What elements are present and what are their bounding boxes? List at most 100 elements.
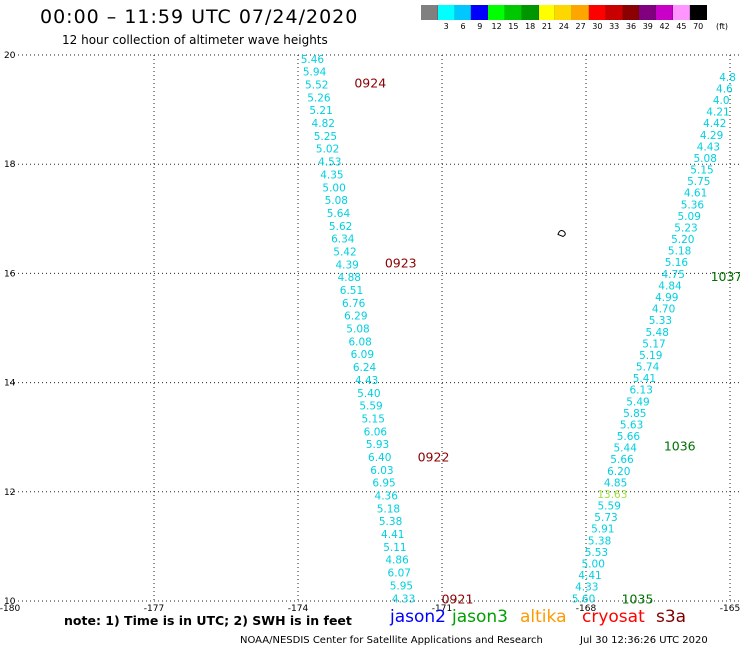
swh-value-label: 5.64 (327, 208, 351, 220)
lat-tick-label: 12 (4, 488, 15, 498)
color-swatch-label: 45 (676, 22, 687, 31)
swh-value-label: 5.15 (690, 165, 713, 177)
swh-value-label: 6.13 (630, 385, 653, 397)
lat-tick-label: 20 (4, 51, 16, 61)
lon-tick-label: -174 (288, 604, 309, 614)
swh-value-label: 4.99 (655, 292, 678, 304)
color-swatch (622, 5, 640, 20)
color-scale-legend (421, 5, 707, 20)
satellite-legend-altika: altika (520, 607, 567, 627)
color-swatch (471, 5, 489, 20)
swh-value-label: 6.06 (364, 426, 388, 438)
swh-value-label: 5.00 (322, 182, 345, 194)
swh-value-label: 5.42 (333, 246, 356, 258)
color-swatch-label: 6 (460, 22, 466, 31)
lat-tick-label: 18 (4, 160, 16, 170)
swh-value-label: 5.75 (687, 176, 710, 188)
color-swatch-label: 27 (575, 22, 586, 31)
swh-value-label: 4.88 (338, 272, 361, 284)
swh-value-label: 5.38 (588, 535, 611, 547)
swh-value-label: 5.66 (610, 454, 634, 466)
swh-value-label: 4.39 (335, 259, 358, 271)
satellite-legend-s3a: s3a (656, 607, 687, 627)
swh-value-label: 5.08 (325, 195, 348, 207)
swh-value-label: 4.33 (575, 582, 598, 594)
pass-time-label: 0921 (442, 591, 474, 606)
swh-value-label: 4.29 (700, 130, 723, 142)
swh-value-label: 5.91 (591, 524, 614, 536)
lon-tick-label: -180 (0, 604, 20, 614)
color-swatch (538, 5, 556, 20)
swh-value-label: 5.59 (359, 401, 382, 413)
color-swatch-label: 33 (609, 22, 620, 31)
swh-value-label: 6.09 (351, 349, 374, 361)
swh-value-label: 4.43 (697, 141, 720, 153)
swh-value-label: 6.24 (353, 362, 377, 374)
swh-value-label: 4.85 (604, 477, 627, 489)
pass-time-label: 1036 (664, 438, 696, 453)
swh-value-label: 5.46 (301, 54, 325, 66)
satellite-legend-jason2: jason2 (390, 607, 446, 627)
swh-value-label: 5.38 (379, 516, 402, 528)
satellite-legend-jason3: jason3 (452, 607, 508, 627)
swh-value-label: 6.51 (340, 285, 363, 297)
color-swatch-label: 21 (541, 22, 553, 31)
swh-value-label: 4.33 (392, 593, 415, 605)
swh-value-label: 6.29 (344, 311, 367, 323)
swh-value-label: 4.84 (658, 280, 682, 292)
swh-value-label: 5.94 (303, 67, 327, 79)
swh-value-label: 4.21 (706, 107, 729, 119)
swh-value-label: 6.07 (388, 568, 411, 580)
lon-tick-label: -165 (720, 604, 740, 614)
lat-tick-label: 10 (4, 597, 16, 607)
color-swatch (605, 5, 623, 20)
color-swatch (639, 5, 657, 20)
swh-value-label: 5.26 (307, 92, 331, 104)
swh-value-label: 5.60 (572, 593, 595, 605)
swh-value-label: 5.17 (642, 338, 665, 350)
swh-value-label: 5.52 (305, 80, 328, 92)
lon-tick-label: -177 (144, 604, 164, 614)
swh-value-label: 6.34 (331, 234, 355, 246)
pass-time-label: 1037 (711, 269, 740, 284)
color-swatch (454, 5, 472, 20)
satellite-legend-cryosat: cryosat (582, 607, 645, 627)
swh-value-label: 5.25 (314, 131, 337, 143)
swh-value-label: 4.43 (355, 375, 378, 387)
swh-value-label: 5.19 (639, 350, 662, 362)
lat-tick-label: 16 (4, 269, 16, 279)
swh-value-label: 4.35 (320, 169, 343, 181)
swh-value-label: 5.40 (357, 388, 380, 400)
color-scale-unit: (ft) (716, 22, 729, 31)
color-swatch-label: 9 (477, 22, 483, 31)
color-swatch (656, 5, 673, 20)
swh-value-label: 5.20 (671, 234, 694, 246)
swh-value-label: 5.48 (646, 327, 669, 339)
color-swatch-label: 70 (693, 22, 704, 31)
color-swatch (521, 5, 539, 20)
swh-value-label: 5.49 (626, 396, 649, 408)
legend-note: note: 1) Time is in UTC; 2) SWH is in fe… (64, 613, 352, 628)
color-swatch (588, 5, 606, 20)
swh-value-label: 5.08 (346, 324, 369, 336)
swh-value-label: 5.41 (633, 373, 656, 385)
color-swatch (488, 5, 505, 20)
swh-value-label: 5.18 (668, 246, 691, 258)
color-swatch (689, 5, 707, 20)
page-subtitle: 12 hour collection of altimeter wave hei… (62, 33, 328, 47)
swh-value-label: 5.21 (309, 105, 332, 117)
swh-value-label: 5.08 (694, 153, 717, 165)
swh-value-label: 4.82 (312, 118, 335, 130)
swh-value-label: 5.95 (390, 580, 413, 592)
swh-value-label: 4.75 (662, 269, 685, 281)
swh-value-label: 4.41 (578, 570, 601, 582)
swh-value-label: 4.6 (716, 83, 733, 95)
swh-value-label: 5.93 (366, 439, 389, 451)
color-swatch (555, 5, 573, 20)
swh-value-label: 5.73 (594, 512, 617, 524)
color-swatch (437, 5, 455, 20)
swh-value-label: 5.00 (582, 559, 605, 571)
swh-value-label: 6.03 (370, 465, 393, 477)
swh-value-label: 5.44 (614, 443, 638, 455)
